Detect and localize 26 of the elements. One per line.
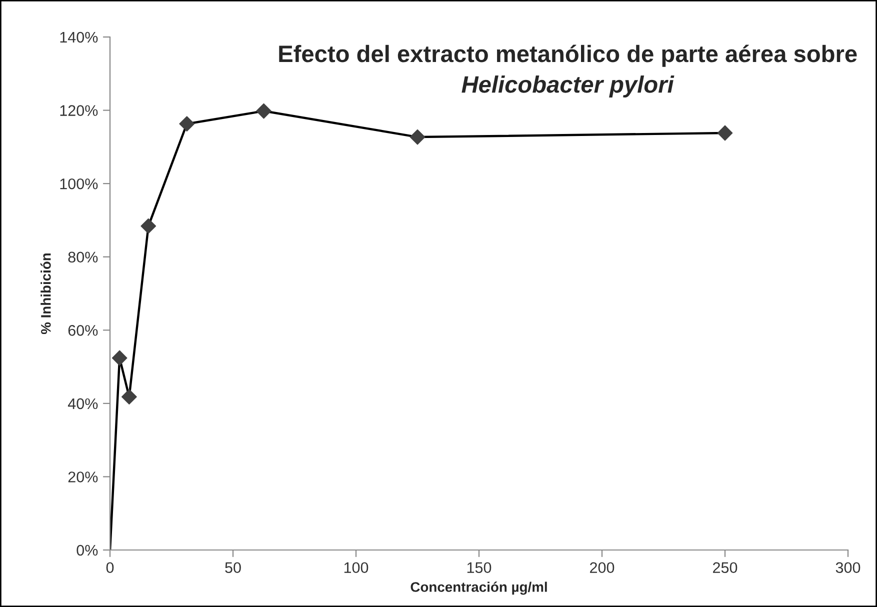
- y-tick-label: 140%: [60, 32, 98, 43]
- point: [112, 350, 128, 366]
- point: [121, 389, 137, 405]
- point: [256, 103, 272, 119]
- y-axis-title: % Inhibición: [40, 253, 51, 334]
- y-tick-label: 20%: [68, 472, 98, 482]
- x-tick-label: 150: [467, 562, 492, 574]
- x-tick-label: 100: [344, 562, 368, 574]
- x-tick-label: 0: [106, 562, 114, 574]
- point: [717, 125, 733, 141]
- point: [410, 129, 426, 145]
- x-tick-label: 250: [713, 562, 738, 574]
- point: [140, 218, 156, 234]
- y-tick-label: 40%: [68, 398, 98, 410]
- y-tick-label: 60%: [68, 325, 98, 336]
- x-tick-label: 50: [225, 562, 241, 574]
- x-axis-title: Concentración µg/ml: [410, 582, 547, 595]
- y-tick-label: 120%: [60, 105, 98, 116]
- chart-title: Efecto del extracto metanólico de parte aérea sobre: [279, 44, 857, 67]
- x-tick-label: 200: [590, 562, 614, 574]
- y-tick-label: 0%: [76, 544, 98, 556]
- text: Helicobacter pylori: [462, 75, 674, 98]
- x-tick-label: 300: [836, 562, 860, 574]
- y-tick-label: 100%: [60, 178, 98, 190]
- point: [179, 116, 195, 132]
- y-tick-label: 80%: [68, 252, 98, 263]
